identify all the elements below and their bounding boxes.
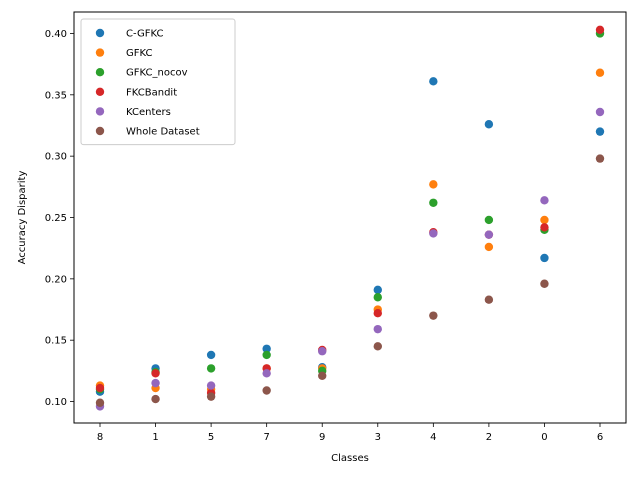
legend-label: Whole Dataset	[126, 127, 200, 138]
y-tick-label: 0.35	[45, 90, 67, 101]
x-tick-label: 8	[97, 432, 103, 443]
x-tick-label: 4	[430, 432, 436, 443]
x-tick-label: 2	[486, 432, 492, 443]
legend-marker	[95, 126, 105, 136]
y-tick-label: 0.40	[45, 29, 67, 40]
y-axis-label: Accuracy Disparity	[17, 171, 28, 265]
data-point	[595, 68, 605, 77]
data-point	[373, 324, 382, 334]
plot-frame	[73, 11, 627, 424]
x-tick-label: 0	[541, 432, 547, 443]
legend-marker	[95, 107, 105, 116]
legend-marker	[95, 28, 105, 38]
legend-label: KCenters	[126, 107, 171, 118]
data-point	[151, 394, 160, 404]
legend-box	[80, 18, 236, 146]
data-point	[540, 196, 549, 205]
x-tick-label: 9	[319, 432, 325, 443]
y-tick-label: 0.10	[45, 397, 67, 408]
data-point	[429, 77, 438, 86]
data-point	[429, 198, 438, 207]
data-point	[373, 308, 382, 318]
data-point	[484, 242, 494, 252]
data-point	[429, 311, 438, 320]
data-point	[373, 293, 382, 302]
data-point	[206, 381, 216, 390]
data-point	[429, 229, 438, 238]
y-tick-label: 0.30	[45, 152, 67, 163]
data-point	[595, 127, 605, 136]
data-point	[540, 253, 549, 263]
data-point	[206, 350, 216, 360]
data-point	[595, 107, 605, 117]
x-tick-label: 7	[263, 432, 269, 443]
data-point	[595, 25, 605, 34]
data-point	[373, 342, 382, 351]
data-point	[540, 279, 549, 288]
x-tick-label: 3	[375, 432, 381, 443]
legend-label: GFKC_nocov	[126, 68, 188, 79]
data-point	[318, 347, 327, 356]
data-point	[206, 364, 216, 373]
y-axis-ticks: 0.10 0.15 0.20 0.25 0.30 0.35 0.40	[45, 29, 74, 408]
data-point	[484, 215, 494, 225]
legend-label: FKCBandit	[126, 87, 177, 98]
data-point	[595, 154, 605, 163]
legend-marker	[95, 87, 105, 97]
legend-label: C-GFKC	[126, 29, 163, 40]
data-point	[151, 378, 160, 388]
data-point	[373, 285, 382, 295]
legend: C-GFKC GFKC GFKC_nocov FKCBandit KCenters Who…	[80, 18, 236, 146]
data-point	[262, 344, 271, 353]
legend-label: GFKC	[126, 48, 153, 59]
data-point	[262, 386, 271, 395]
data-point	[318, 371, 327, 380]
x-axis-label: Classes	[331, 453, 369, 464]
data-point	[206, 392, 216, 401]
x-tick-label: 6	[597, 432, 603, 443]
data-point	[262, 369, 271, 378]
y-tick-label: 0.25	[45, 213, 67, 224]
x-axis-ticks: 8 1 5 7 9 3 4 2 0 6	[97, 423, 603, 443]
data-point	[484, 295, 494, 304]
data-point	[484, 120, 494, 129]
data-point	[151, 369, 160, 378]
data-point	[262, 350, 271, 360]
x-tick-label: 5	[208, 432, 214, 443]
y-tick-label: 0.20	[45, 274, 67, 285]
data-point	[484, 230, 494, 239]
data-point	[540, 223, 549, 232]
legend-marker	[95, 68, 105, 77]
x-tick-label: 1	[152, 432, 158, 443]
data-point	[429, 180, 438, 189]
data-point	[95, 398, 105, 407]
data-point	[540, 215, 549, 225]
y-tick-label: 0.15	[45, 336, 67, 347]
data-points	[95, 25, 605, 411]
data-point	[95, 383, 105, 393]
legend-marker	[95, 48, 105, 57]
